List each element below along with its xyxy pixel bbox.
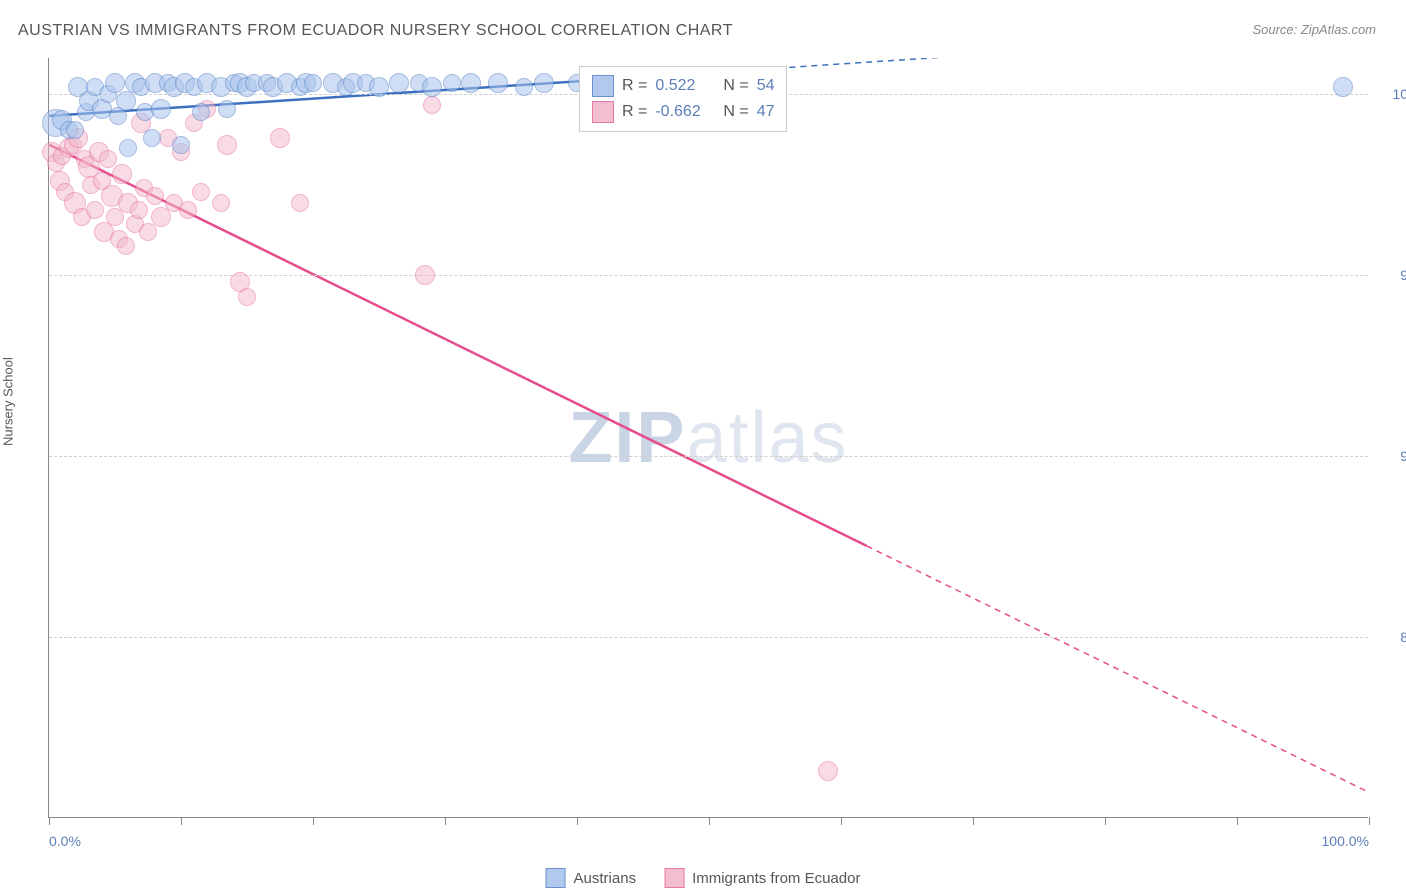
scatter-point	[105, 73, 125, 93]
scatter-point	[818, 761, 838, 781]
scatter-point	[151, 99, 171, 119]
x-tick	[841, 817, 842, 825]
scatter-point	[66, 121, 84, 139]
x-tick	[181, 817, 182, 825]
legend-n-label: N =	[723, 73, 748, 99]
x-tick-label: 100.0%	[1322, 833, 1369, 849]
scatter-point	[192, 183, 210, 201]
scatter-point	[515, 78, 533, 96]
scatter-point	[130, 201, 148, 219]
legend-r-label: R =	[622, 73, 647, 99]
source-label: Source: ZipAtlas.com	[1252, 22, 1376, 37]
scatter-point	[415, 265, 435, 285]
legend-r-value: 0.522	[655, 73, 715, 99]
trend-line	[867, 546, 1368, 792]
legend-r-label: R =	[622, 99, 647, 125]
watermark: ZIPatlas	[568, 397, 848, 479]
legend-swatch	[546, 868, 566, 888]
scatter-point	[238, 288, 256, 306]
scatter-point	[291, 194, 309, 212]
scatter-point	[116, 91, 136, 111]
legend-n-label: N =	[723, 99, 748, 125]
scatter-point	[179, 201, 197, 219]
legend-row: R = 0.522 N = 54	[592, 73, 774, 99]
scatter-point	[112, 164, 132, 184]
bottom-legend-item: Austrians	[546, 868, 637, 888]
scatter-point	[423, 96, 441, 114]
y-tick-label: 85.0%	[1400, 629, 1406, 645]
scatter-point	[212, 194, 230, 212]
x-tick	[973, 817, 974, 825]
legend-n-value: 47	[757, 99, 775, 125]
correlation-legend: R = 0.522 N = 54 R = -0.662 N = 47	[579, 66, 787, 132]
legend-r-value: -0.662	[655, 99, 715, 125]
scatter-point	[119, 139, 137, 157]
trend-lines	[49, 58, 1368, 817]
x-tick	[1369, 817, 1370, 825]
scatter-point	[270, 128, 290, 148]
scatter-point	[172, 136, 190, 154]
scatter-point	[1333, 77, 1353, 97]
x-tick	[1237, 817, 1238, 825]
scatter-point	[106, 208, 124, 226]
scatter-point	[304, 74, 322, 92]
scatter-point	[534, 73, 554, 93]
x-tick	[445, 817, 446, 825]
x-tick	[709, 817, 710, 825]
x-tick	[1105, 817, 1106, 825]
scatter-point	[461, 73, 481, 93]
legend-row: R = -0.662 N = 47	[592, 99, 774, 125]
scatter-point	[151, 207, 171, 227]
scatter-point	[117, 237, 135, 255]
gridline	[49, 637, 1368, 638]
x-tick	[577, 817, 578, 825]
scatter-point	[443, 74, 461, 92]
scatter-point	[146, 187, 164, 205]
bottom-legend-label: Austrians	[574, 870, 637, 887]
scatter-point	[139, 223, 157, 241]
x-tick-label: 0.0%	[49, 833, 81, 849]
x-tick	[313, 817, 314, 825]
y-tick-label: 90.0%	[1400, 448, 1406, 464]
gridline	[49, 456, 1368, 457]
y-tick-label: 100.0%	[1393, 86, 1406, 102]
legend-swatch	[592, 101, 614, 123]
chart-title: AUSTRIAN VS IMMIGRANTS FROM ECUADOR NURS…	[18, 22, 733, 40]
scatter-point	[369, 77, 389, 97]
x-tick	[49, 817, 50, 825]
legend-swatch	[592, 75, 614, 97]
chart-plot-area: ZIPatlas 85.0%90.0%95.0%100.0%0.0%100.0%…	[48, 58, 1368, 818]
scatter-point	[217, 135, 237, 155]
bottom-legend-item: Immigrants from Ecuador	[664, 868, 860, 888]
legend-swatch	[664, 868, 684, 888]
scatter-point	[389, 73, 409, 93]
scatter-point	[192, 103, 210, 121]
scatter-point	[218, 100, 236, 118]
scatter-point	[143, 129, 161, 147]
legend-n-value: 54	[757, 73, 775, 99]
y-tick-label: 95.0%	[1400, 267, 1406, 283]
scatter-point	[86, 201, 104, 219]
bottom-legend-label: Immigrants from Ecuador	[692, 870, 860, 887]
y-axis-label: Nursery School	[1, 357, 16, 446]
bottom-legend: Austrians Immigrants from Ecuador	[546, 868, 861, 888]
scatter-point	[422, 77, 442, 97]
scatter-point	[488, 73, 508, 93]
